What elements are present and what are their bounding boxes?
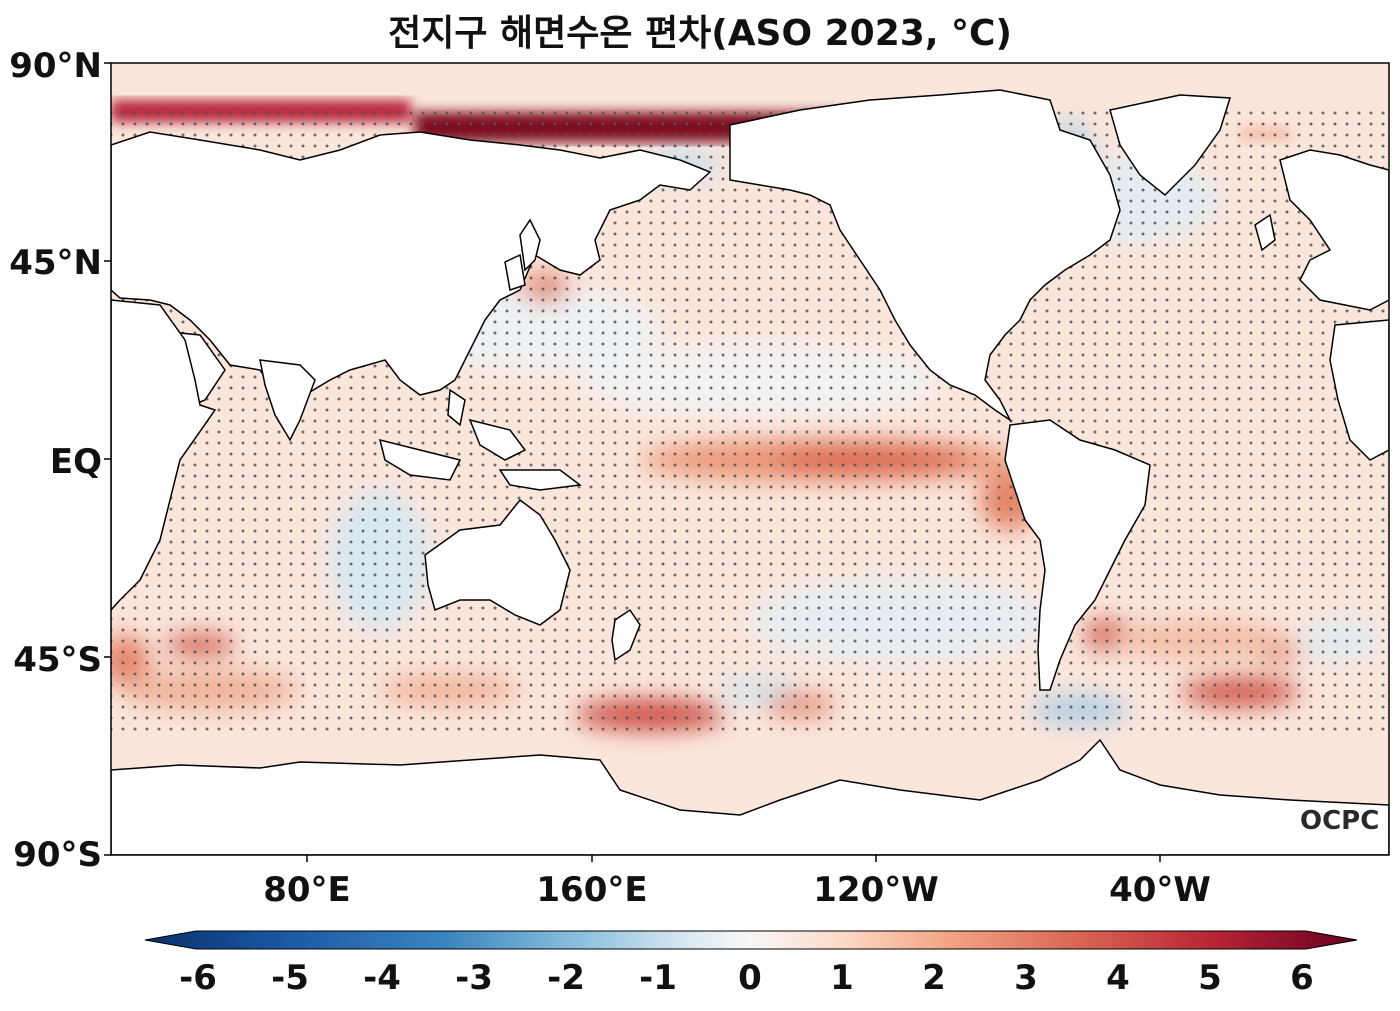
colorbar-tick: -5 [271, 958, 309, 998]
map-title: 전지구 해면수온 편차(ASO 2023, °C) [388, 13, 1012, 54]
lon-label-40w: 40°W [1109, 870, 1211, 910]
axis-ticks [104, 62, 1161, 862]
colorbar-tick: 2 [922, 958, 946, 998]
lat-label-90s: 90°S [13, 835, 102, 875]
lat-label-90n: 90°N [9, 46, 102, 86]
colorbar-tick: -4 [363, 958, 401, 998]
lon-label-80e: 80°E [263, 870, 351, 910]
lon-label-120w: 120°W [813, 870, 939, 910]
colorbar-tick: 5 [1198, 958, 1222, 998]
colorbar [144, 930, 1358, 950]
colorbar-tick: 4 [1106, 958, 1130, 998]
lat-label-eq: EQ [49, 442, 102, 482]
lat-label-45s: 45°S [13, 640, 102, 680]
lon-label-160e: 160°E [536, 870, 648, 910]
colorbar-tick: 6 [1290, 958, 1314, 998]
colorbar-tick: -1 [639, 958, 677, 998]
continents [111, 89, 1389, 855]
lat-label-45n: 45°N [9, 243, 102, 283]
colorbar-tick: 1 [830, 958, 854, 998]
colorbar-tick: -3 [455, 958, 493, 998]
colorbar-tick: 0 [738, 958, 762, 998]
colorbar-tick: -2 [547, 958, 585, 998]
ocpc-credit: OCPC [1300, 806, 1380, 836]
colorbar-tick: -6 [179, 958, 217, 998]
colorbar-tick: 3 [1014, 958, 1038, 998]
